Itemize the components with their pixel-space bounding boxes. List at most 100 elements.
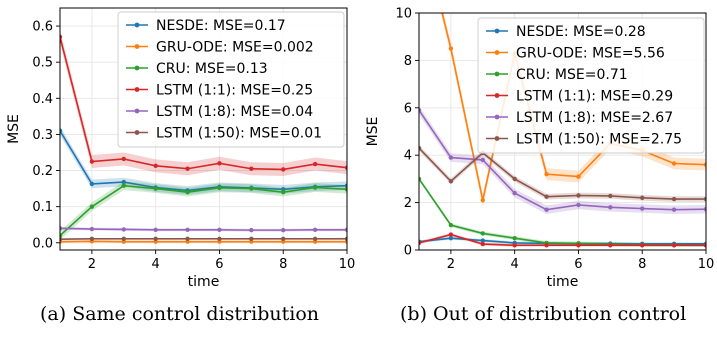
data-point-cru — [419, 176, 422, 182]
y-tick-label: 0.2 — [32, 164, 53, 179]
y-axis-label: MSE — [365, 117, 381, 147]
data-point-lstm-1-50 — [217, 236, 222, 242]
data-point-lstm-1-8 — [671, 207, 677, 212]
legend-marker-lstm-1-50 — [134, 130, 140, 135]
data-point-nesde — [60, 128, 63, 134]
x-tick-label: 2 — [447, 257, 455, 272]
data-point-lstm-1-8 — [576, 202, 581, 208]
x-tick-label: 10 — [339, 257, 356, 272]
figure: 2 4 6 8 10 0.0 0.1 0.2 0.3 0.4 0.5 0.6 time MSE NESDE:… — [6, 7, 715, 291]
data-point-lstm-1-8 — [60, 226, 63, 231]
data-point-cru — [60, 233, 63, 238]
data-point-lstm-1-50 — [703, 196, 706, 202]
data-point-cru — [217, 185, 222, 191]
legend: NESDE: MSE=0.17 GRU-ODE: MSE=0.002 CRU: MS… — [117, 11, 345, 148]
x-tick-label: 6 — [215, 257, 223, 272]
data-point-lstm-1-8 — [249, 227, 254, 233]
data-point-lstm-1-1 — [281, 167, 286, 172]
data-point-lstm-1-1 — [448, 232, 454, 237]
data-point-gru-ode — [703, 162, 706, 167]
y-tick-label: 0.0 — [32, 236, 53, 251]
legend-marker-gru-ode — [134, 44, 140, 49]
data-point-lstm-1-50 — [448, 179, 454, 184]
x-tick-label: 4 — [511, 257, 519, 272]
y-tick-label: 8 — [404, 54, 412, 69]
data-point-lstm-1-1 — [608, 243, 613, 248]
chart-out-of-distribution-control: 2 4 6 8 10 0 2 4 6 8 10 time MSE NESDE: MSE=0.28 GRU-O… — [365, 7, 715, 291]
data-point-cru — [512, 235, 517, 241]
legend-marker-lstm-1-1 — [134, 87, 140, 92]
data-point-lstm-1-1 — [185, 166, 190, 171]
legend-entry-lstm-1-50: LSTM (1:50): MSE=0.01 — [156, 126, 322, 142]
confidence-band-lstm-1-1 — [419, 233, 706, 247]
data-point-gru-ode — [671, 161, 677, 166]
data-point-nesde — [344, 183, 347, 188]
data-point-lstm-1-1 — [312, 161, 318, 167]
data-point-cru — [153, 186, 158, 191]
data-point-lstm-1-1 — [640, 243, 645, 248]
data-point-lstm-1-1 — [89, 159, 95, 164]
data-point-lstm-1-50 — [185, 236, 190, 242]
data-point-lstm-1-8 — [312, 227, 318, 232]
axes-frame — [418, 12, 707, 251]
legend-entry-cru: CRU: MSE=0.71 — [516, 67, 628, 83]
data-point-lstm-1-1 — [121, 156, 126, 162]
series-layer — [419, 13, 706, 248]
legend-entry-gru-ode: GRU-ODE: MSE=0.002 — [156, 40, 314, 56]
data-point-lstm-1-50 — [512, 176, 517, 182]
x-tick-label: 4 — [152, 257, 160, 272]
y-tick-label: 0.3 — [32, 128, 53, 143]
x-tick-label: 8 — [279, 257, 287, 272]
legend-marker-lstm-1-8 — [134, 108, 140, 114]
legend-marker-cru — [134, 65, 140, 71]
legend-entry-lstm-1-1: LSTM (1:1): MSE=0.25 — [156, 83, 313, 99]
data-point-lstm-1-1 — [249, 166, 254, 171]
data-point-lstm-1-50 — [249, 236, 254, 242]
data-point-cru — [185, 190, 190, 195]
data-point-lstm-1-50 — [671, 196, 677, 202]
data-point-lstm-1-50 — [608, 193, 613, 199]
y-tick-label: 0.1 — [32, 200, 53, 215]
y-axis-label: MSE — [6, 114, 22, 144]
series-line-lstm-1-8 — [419, 109, 706, 211]
x-axis-label: time — [188, 274, 220, 290]
data-point-lstm-1-50 — [121, 236, 126, 242]
data-point-lstm-1-50 — [544, 194, 549, 199]
data-point-lstm-1-8 — [89, 226, 95, 232]
legend-marker-lstm-1-8 — [494, 114, 500, 120]
data-point-nesde — [480, 238, 485, 243]
y-tick-label: 10 — [395, 7, 412, 22]
data-point-cru — [344, 187, 347, 192]
series-line-lstm-1-50 — [419, 147, 706, 200]
legend-entry-nesde: NESDE: MSE=0.17 — [156, 18, 286, 34]
series-line-lstm-1-1 — [419, 233, 706, 247]
data-point-nesde — [121, 179, 126, 185]
x-tick-label: 8 — [638, 257, 646, 272]
legend-entry-lstm-1-50: LSTM (1:50): MSE=2.75 — [516, 132, 682, 148]
legend-entry-gru-ode: GRU-ODE: MSE=5.56 — [516, 46, 665, 62]
series-layer — [60, 30, 347, 244]
y-tick-label: 6 — [404, 101, 412, 116]
legend-box — [477, 17, 705, 154]
data-point-gru-ode — [480, 198, 485, 203]
axes-frame — [59, 7, 348, 251]
x-tick-label: 10 — [698, 257, 715, 272]
data-point-lstm-1-8 — [512, 190, 517, 196]
legend: NESDE: MSE=0.28 GRU-ODE: MSE=5.56 CRU: MSE… — [477, 17, 705, 154]
series-line-lstm-1-1 — [60, 36, 347, 171]
data-point-gru-ode — [448, 46, 454, 51]
data-point-lstm-1-8 — [608, 205, 613, 210]
legend-marker-cru — [494, 71, 500, 77]
legend-marker-lstm-1-1 — [494, 93, 500, 98]
data-point-gru-ode — [576, 174, 581, 179]
y-tick-label: 4 — [404, 149, 412, 164]
data-point-cru — [121, 183, 126, 188]
data-point-lstm-1-8 — [281, 227, 286, 233]
caption-same-control-distribution: (a) Same control distribution — [40, 303, 319, 325]
data-point-lstm-1-8 — [544, 207, 549, 212]
data-point-lstm-1-50 — [89, 236, 95, 242]
confidence-band-lstm-1-1 — [60, 30, 347, 176]
data-point-lstm-1-8 — [217, 227, 222, 232]
series-line-cru — [60, 184, 347, 237]
y-tick-label: 0.5 — [32, 56, 53, 71]
